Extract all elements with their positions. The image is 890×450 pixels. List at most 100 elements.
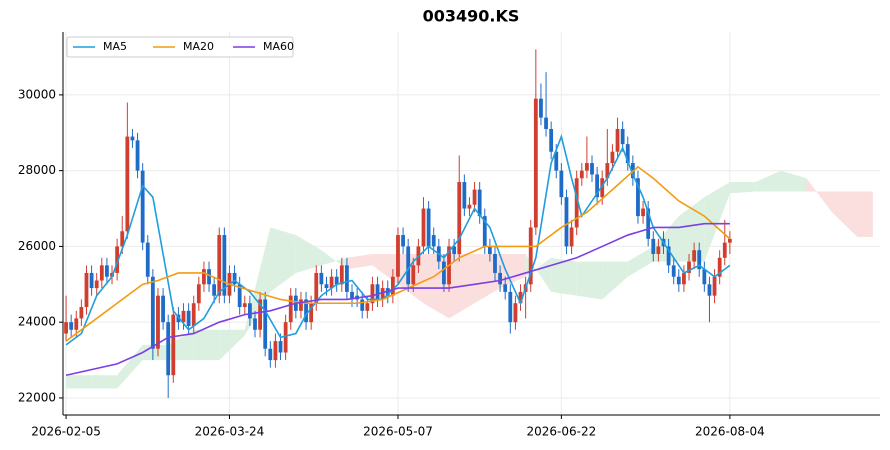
- candle-body: [396, 235, 400, 277]
- candle-body: [636, 178, 640, 217]
- candle-body: [615, 128, 620, 152]
- candle-body: [697, 250, 702, 270]
- candle-body: [579, 170, 584, 179]
- ma-line: [65, 133, 731, 346]
- candle-body: [503, 284, 508, 292]
- candle-body: [564, 197, 569, 247]
- legend: MA5 MA20 MA60: [66, 36, 294, 58]
- cloud-segment: [576, 261, 603, 300]
- x-tick-label: 2026-03-24: [195, 425, 265, 439]
- cloud-segment: [832, 191, 858, 237]
- candle-body: [360, 299, 365, 311]
- candle-body: [605, 163, 610, 179]
- candle-body: [329, 276, 334, 289]
- candle-body: [314, 272, 319, 304]
- candle-body: [283, 322, 288, 353]
- cloud-segment: [397, 253, 424, 304]
- candle-body: [518, 291, 523, 304]
- legend-label: MA5: [103, 40, 127, 53]
- candle-body: [431, 235, 436, 247]
- candle-body: [365, 303, 370, 311]
- candle-body: [641, 208, 645, 217]
- cloud-segment: [66, 375, 92, 389]
- candle-body: [585, 163, 589, 171]
- candle-body: [202, 269, 206, 285]
- candle-body: [278, 341, 283, 353]
- candle-body: [692, 250, 697, 262]
- candle-body: [528, 227, 533, 285]
- candle-body: [232, 272, 237, 285]
- cloud-segment: [346, 253, 373, 270]
- candle-body: [258, 299, 263, 330]
- candle-body: [156, 295, 160, 349]
- candle-body: [339, 265, 344, 285]
- ma-line: [65, 165, 731, 342]
- candle-body: [656, 246, 661, 254]
- candle-body: [467, 204, 472, 209]
- candle-body: [600, 178, 605, 198]
- candle-body: [687, 261, 691, 273]
- candle-body: [702, 269, 707, 285]
- candle-body: [390, 276, 395, 296]
- candle-body: [442, 261, 446, 285]
- candle-body: [554, 151, 559, 171]
- cloud-segment: [806, 178, 833, 213]
- candle-body: [324, 284, 329, 289]
- cloud-segment: [755, 170, 781, 192]
- candle-body: [135, 140, 140, 171]
- legend-label: MA60: [263, 40, 294, 53]
- candle-body: [94, 280, 99, 289]
- candle-body: [125, 136, 130, 232]
- candle-body: [99, 265, 104, 281]
- candle-body: [247, 303, 252, 319]
- cloud-segment: [193, 329, 220, 361]
- cloud-segment: [653, 216, 679, 262]
- cloud-segment: [91, 375, 118, 389]
- cloud-segment: [270, 227, 296, 292]
- legend-label: MA20: [183, 40, 214, 53]
- candle-body: [722, 242, 727, 258]
- candle-body: [401, 235, 405, 247]
- candle-body: [140, 170, 145, 243]
- candle-body: [549, 128, 554, 152]
- candle-body: [559, 170, 564, 198]
- chart-title: 003490.KS: [423, 7, 520, 26]
- candle-body: [671, 265, 676, 277]
- candle-body: [350, 291, 354, 300]
- cloud-segment: [602, 261, 628, 300]
- candle-body: [105, 265, 109, 277]
- candle-body: [84, 272, 89, 308]
- candle-body: [319, 272, 324, 285]
- candle-body: [207, 269, 211, 285]
- candle-body: [79, 307, 84, 319]
- candle-body: [130, 136, 135, 141]
- candle-body: [482, 216, 487, 247]
- cloud-segment: [551, 257, 577, 296]
- candle-body: [498, 272, 502, 285]
- candle-body: [569, 227, 574, 247]
- candle-body: [508, 291, 513, 323]
- candle-body: [191, 303, 196, 326]
- candle-body: [69, 322, 74, 330]
- cloud-segment: [321, 250, 347, 270]
- cloud-segment: [780, 170, 807, 192]
- candle-body: [595, 174, 600, 198]
- cloud-segment: [117, 344, 143, 389]
- candle-body: [273, 341, 278, 361]
- candle-body: [375, 284, 380, 300]
- candle-body: [717, 257, 722, 277]
- candle-body: [370, 284, 375, 304]
- candle-body: [196, 284, 201, 304]
- candle-body: [544, 117, 548, 129]
- candle-body: [64, 322, 68, 334]
- candle-body: [406, 246, 411, 285]
- candle-body: [212, 284, 217, 296]
- candle-body: [237, 284, 242, 308]
- candle-body: [89, 272, 94, 289]
- candle-body: [186, 310, 191, 326]
- candle-body: [150, 276, 155, 349]
- candle-body: [74, 318, 79, 330]
- cloud-segment: [219, 329, 245, 361]
